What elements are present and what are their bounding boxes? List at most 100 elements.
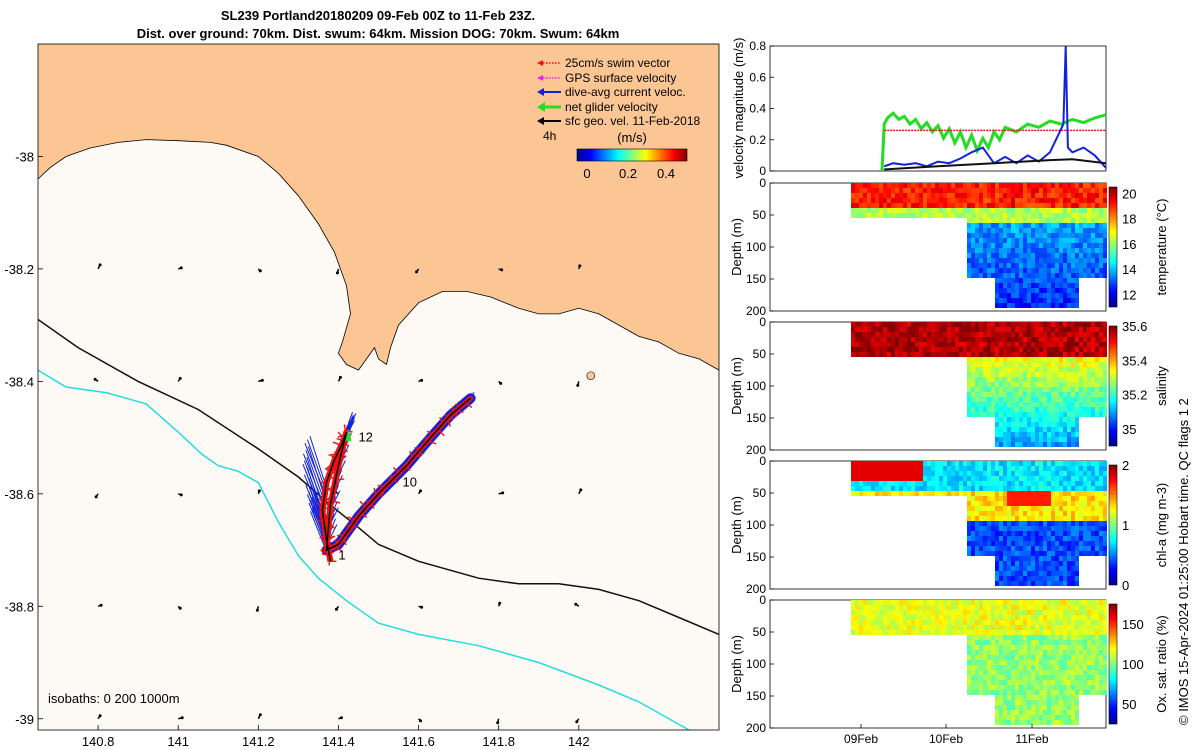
section-cell xyxy=(999,675,1003,680)
section-cell xyxy=(1087,372,1091,377)
section-cell xyxy=(1035,521,1039,526)
section-cell xyxy=(1067,298,1071,303)
section-cell xyxy=(959,193,963,198)
section-cell xyxy=(1015,362,1019,367)
section-cell xyxy=(963,625,967,630)
section-cell xyxy=(1059,407,1063,412)
section-cell xyxy=(1087,337,1091,342)
section-cell xyxy=(1071,198,1075,203)
section-cell xyxy=(1035,566,1039,571)
section-cell xyxy=(979,188,983,193)
section-cell xyxy=(1103,625,1107,630)
section-cell xyxy=(871,193,875,198)
section-cell xyxy=(891,332,895,337)
section-cell xyxy=(915,466,919,471)
section-cell xyxy=(1075,600,1079,605)
section-cell xyxy=(1043,402,1047,407)
section-cell xyxy=(967,357,971,362)
section-cell xyxy=(1007,685,1011,690)
section-cell xyxy=(1031,640,1035,645)
section-cell xyxy=(967,516,971,521)
section-cell xyxy=(1023,407,1027,412)
section-cell xyxy=(1019,476,1023,481)
geo-velocity-arrowhead xyxy=(178,376,182,380)
section-cell xyxy=(875,630,879,635)
section-cell xyxy=(955,620,959,625)
section-cell xyxy=(1011,238,1015,243)
section-cell xyxy=(1047,640,1051,645)
section-cell xyxy=(1007,600,1011,605)
section-cell xyxy=(1079,258,1083,263)
section-cell xyxy=(919,610,923,615)
section-cell xyxy=(955,461,959,466)
section-cell xyxy=(903,342,907,347)
section-cell xyxy=(991,273,995,278)
section-cell xyxy=(987,238,991,243)
section-cell xyxy=(1007,193,1011,198)
map-y-tick-label: -39 xyxy=(15,712,34,727)
section-cell xyxy=(1019,437,1023,442)
section-cell xyxy=(1095,615,1099,620)
section-cell xyxy=(1003,571,1007,576)
section-cell xyxy=(979,546,983,551)
section-cell xyxy=(1067,700,1071,705)
section-cell xyxy=(1079,352,1083,357)
legend-arrowhead-icon xyxy=(537,60,543,66)
section-cell xyxy=(1071,213,1075,218)
section-cell xyxy=(1055,615,1059,620)
section-cell xyxy=(1007,625,1011,630)
section-cell xyxy=(967,675,971,680)
section-cell xyxy=(979,660,983,665)
section-cell xyxy=(1019,541,1023,546)
section-cell xyxy=(1103,655,1107,660)
section-cell xyxy=(971,650,975,655)
section-cell xyxy=(1011,273,1015,278)
section-cell xyxy=(1015,327,1019,332)
section-cell xyxy=(1063,675,1067,680)
section-cell xyxy=(1027,233,1031,238)
map-x-tick-label: 141.4 xyxy=(322,734,355,749)
section-cell xyxy=(991,402,995,407)
section-cell xyxy=(967,541,971,546)
section-cell xyxy=(1007,690,1011,695)
section-cell xyxy=(867,481,871,486)
section-cell xyxy=(1083,675,1087,680)
section-cell xyxy=(1015,571,1019,576)
section-cell xyxy=(855,208,859,213)
section-cell xyxy=(1039,670,1043,675)
section-cell xyxy=(1067,377,1071,382)
section-cell xyxy=(899,610,903,615)
section-cell xyxy=(987,680,991,685)
section-cell xyxy=(1055,198,1059,203)
section-cell xyxy=(1035,377,1039,382)
section-cell xyxy=(1055,337,1059,342)
section-cell xyxy=(907,322,911,327)
section-cell xyxy=(999,367,1003,372)
section-cell xyxy=(1055,640,1059,645)
section-cell xyxy=(1091,610,1095,615)
section-cell xyxy=(971,610,975,615)
section-cell xyxy=(1019,442,1023,447)
section-cell xyxy=(991,600,995,605)
section-cell xyxy=(1011,650,1015,655)
section-cell xyxy=(1023,600,1027,605)
section-cell xyxy=(1027,481,1031,486)
section-cell xyxy=(955,193,959,198)
section-cell xyxy=(1091,392,1095,397)
section-cell xyxy=(1067,258,1071,263)
section-cell xyxy=(1039,705,1043,710)
section-cell xyxy=(1043,387,1047,392)
section-cell xyxy=(1047,203,1051,208)
section-cell xyxy=(987,397,991,402)
section-cell xyxy=(1047,233,1051,238)
section-cell xyxy=(855,332,859,337)
section-cell xyxy=(975,491,979,496)
section-cell xyxy=(1015,392,1019,397)
section-cell xyxy=(1059,332,1063,337)
section-cell xyxy=(951,203,955,208)
section-cell xyxy=(1079,367,1083,372)
section-cell xyxy=(983,213,987,218)
section-cell xyxy=(1015,635,1019,640)
section-cell xyxy=(1063,397,1067,402)
section-cell xyxy=(967,362,971,367)
